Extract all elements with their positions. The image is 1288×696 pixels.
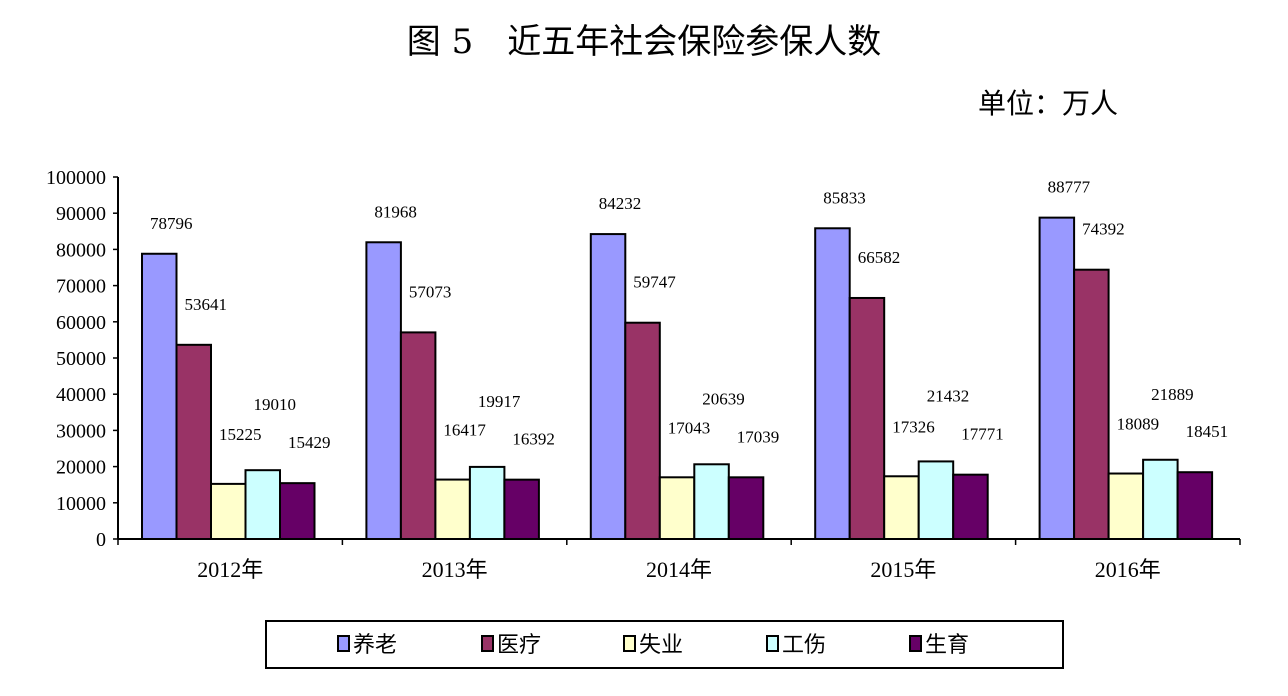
- bar-医疗: [848, 296, 886, 541]
- legend-swatch: [623, 635, 636, 652]
- data-label: 19917: [478, 392, 521, 411]
- data-label: 88777: [1048, 178, 1091, 197]
- legend-swatch: [481, 635, 494, 652]
- legend-swatch: [909, 635, 922, 652]
- y-tick-label: 70000: [56, 276, 106, 298]
- data-label: 17771: [961, 425, 1004, 444]
- data-label: 66582: [858, 248, 901, 267]
- bar-养老: [1038, 216, 1076, 540]
- data-label: 85833: [823, 188, 866, 207]
- bar-医疗: [399, 331, 437, 541]
- bar-养老: [589, 233, 627, 540]
- legend: [265, 620, 1064, 669]
- bar-失业: [658, 476, 696, 541]
- data-label: 78796: [150, 214, 193, 233]
- data-label: 57073: [409, 282, 452, 301]
- x-tick-label: 2014年: [646, 557, 712, 582]
- bar-工伤: [468, 465, 506, 540]
- bar-生育: [503, 478, 540, 540]
- chart-title: 图 5 近五年社会保险参保人数: [406, 22, 882, 62]
- y-tick-label: 90000: [56, 203, 106, 225]
- y-tick-label: 80000: [56, 239, 106, 261]
- bar-生育: [952, 473, 989, 540]
- bar-养老: [814, 227, 851, 540]
- legend-label: 医疗: [497, 632, 541, 657]
- data-label: 74392: [1082, 220, 1125, 239]
- bar-失业: [210, 482, 247, 540]
- bar-工伤: [1142, 458, 1179, 540]
- data-label: 15225: [219, 425, 262, 444]
- bar-医疗: [624, 321, 661, 540]
- legend-label: 生育: [925, 632, 969, 657]
- data-label: 18089: [1117, 415, 1160, 434]
- bar-工伤: [244, 469, 281, 541]
- data-label: 21432: [927, 386, 970, 405]
- bar-生育: [1176, 471, 1214, 540]
- data-label: 16417: [443, 421, 486, 440]
- x-tick-label: 2016年: [1095, 557, 1161, 582]
- data-label: 15429: [288, 433, 331, 452]
- bar-工伤: [917, 460, 955, 541]
- y-tick-label: 10000: [56, 493, 106, 515]
- bar-工伤: [693, 463, 730, 541]
- y-tick-label: 50000: [56, 348, 106, 370]
- bar-失业: [883, 475, 920, 540]
- y-tick-label: 40000: [56, 384, 106, 406]
- bar-生育: [727, 476, 765, 540]
- data-label: 17039: [737, 427, 780, 446]
- data-label: 21889: [1151, 385, 1194, 404]
- y-tick-label: 100000: [46, 167, 106, 189]
- legend-label: 工伤: [782, 632, 826, 657]
- x-tick-label: 2015年: [870, 557, 936, 582]
- legend-label: 养老: [353, 632, 397, 657]
- data-label: 17043: [668, 418, 711, 437]
- y-tick-label: 0: [96, 529, 106, 551]
- legend-swatch: [337, 635, 350, 652]
- data-label: 18451: [1186, 422, 1229, 441]
- bar-失业: [434, 478, 471, 541]
- data-label: 59747: [633, 273, 676, 292]
- x-tick-label: 2012年: [197, 557, 263, 582]
- x-tick-label: 2013年: [422, 557, 488, 582]
- unit-label: 单位：万人: [978, 87, 1119, 120]
- data-label: 20639: [702, 389, 745, 408]
- bar-生育: [279, 482, 316, 541]
- bar-医疗: [175, 343, 212, 540]
- y-tick-label: 60000: [56, 312, 106, 334]
- data-label: 53641: [185, 295, 228, 314]
- data-label: 81968: [374, 202, 417, 221]
- y-tick-label: 20000: [56, 457, 106, 479]
- data-label: 19010: [254, 395, 297, 414]
- bar-养老: [365, 241, 402, 540]
- bar-失业: [1107, 472, 1145, 540]
- bar-养老: [141, 252, 178, 540]
- y-tick-label: 30000: [56, 420, 106, 442]
- data-label: 84232: [599, 194, 642, 213]
- legend-swatch: [766, 635, 779, 652]
- data-label: 17326: [892, 417, 935, 436]
- legend-label: 失业: [639, 632, 683, 657]
- bar-医疗: [1073, 268, 1110, 540]
- data-label: 16392: [512, 430, 555, 449]
